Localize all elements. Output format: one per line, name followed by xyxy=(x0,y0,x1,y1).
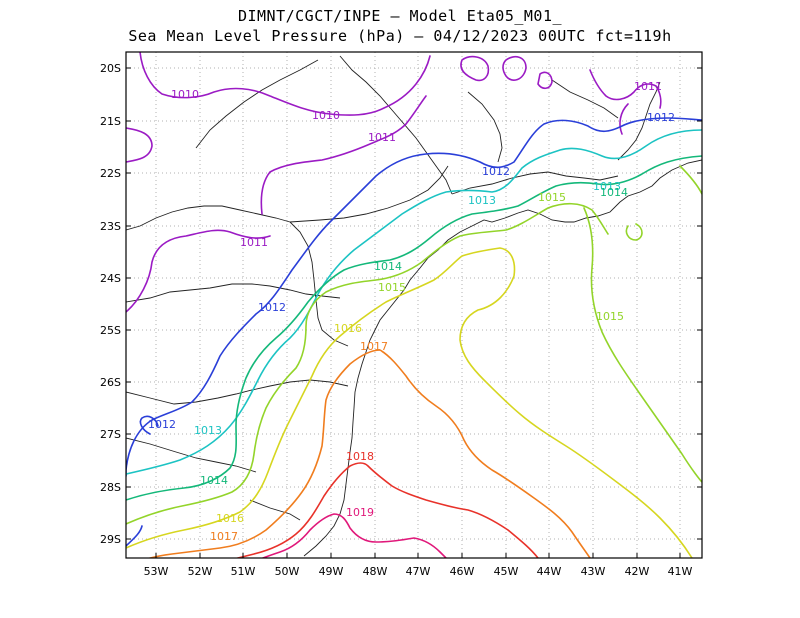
lon-tick-label: 41W xyxy=(668,565,693,578)
map-frame xyxy=(125,51,703,559)
lat-tick-label: 25S xyxy=(100,324,121,337)
contour-label: 1013 xyxy=(593,180,621,193)
state-border-7 xyxy=(339,55,453,195)
contour-label: 1015 xyxy=(538,191,566,204)
contour-label: 1010 xyxy=(171,88,199,101)
state-border-11 xyxy=(126,437,257,473)
contour-label: 1012 xyxy=(647,111,675,124)
isobar-1014-a xyxy=(126,155,702,501)
contour-labels: 1010 1010 1011 1011 1011 1012 1012 1012 … xyxy=(148,80,675,543)
isobar-1019-a xyxy=(260,513,447,558)
lat-tick-label: 20S xyxy=(100,62,121,75)
title-line-1: DIMNT/CGCT/INPE – Model Eta05_M01_ xyxy=(237,7,563,25)
lon-tick-label: 48W xyxy=(363,565,388,578)
contour-label: 1016 xyxy=(216,512,244,525)
contour-label: 1011 xyxy=(368,131,396,144)
contour-label: 1014 xyxy=(200,474,228,487)
lon-tick-label: 44W xyxy=(537,565,562,578)
lat-tick-label: 22S xyxy=(100,167,121,180)
state-border-6 xyxy=(195,59,319,149)
state-border-4 xyxy=(126,205,291,231)
lat-tick-label: 23S xyxy=(100,220,121,233)
isobar-1010-b xyxy=(126,127,153,163)
lat-tick-label: 29S xyxy=(100,533,121,546)
contour-label: 1011 xyxy=(634,80,662,93)
contour-label: 1013 xyxy=(468,194,496,207)
contour-label: 1011 xyxy=(240,236,268,249)
tick-marks xyxy=(126,67,702,558)
coast-main xyxy=(303,159,702,557)
isobar-1013-a xyxy=(126,129,702,475)
contour-label: 1018 xyxy=(346,450,374,463)
lat-axis: 20S 21S 22S 23S 24S 25S 26S 27S 28S 29S xyxy=(100,62,121,546)
isobar-1011-b xyxy=(260,95,427,215)
lon-tick-label: 45W xyxy=(494,565,519,578)
isobar-1012-b xyxy=(126,525,143,547)
contour-label: 1019 xyxy=(346,506,374,519)
state-border-10 xyxy=(249,499,301,521)
lon-tick-label: 43W xyxy=(581,565,606,578)
contour-label: 1012 xyxy=(482,165,510,178)
lon-tick-label: 51W xyxy=(231,565,256,578)
state-border-5 xyxy=(289,165,449,223)
lon-tick-label: 50W xyxy=(275,565,300,578)
title-line-2: Sea Mean Level Pressure (hPa) – 04/12/20… xyxy=(128,27,672,45)
contour-label: 1014 xyxy=(600,186,628,199)
lat-tick-label: 21S xyxy=(100,115,121,128)
isobar-1015-a xyxy=(126,202,609,525)
isobar-1015-b xyxy=(583,207,702,483)
isobar-1011-c xyxy=(460,55,490,82)
lat-tick-label: 28S xyxy=(100,481,121,494)
coastline xyxy=(126,55,702,557)
isobar-1011-a xyxy=(126,229,271,313)
state-border-1 xyxy=(126,379,349,405)
isobar-1011-d xyxy=(502,55,527,81)
contour-label: 1017 xyxy=(210,530,238,543)
contour-label: 1015 xyxy=(596,310,624,323)
contour-label: 1012 xyxy=(258,301,286,314)
contour-label: 1012 xyxy=(148,418,176,431)
lon-tick-label: 53W xyxy=(144,565,169,578)
isobar-1010-a xyxy=(139,52,431,116)
isobar-1015-d xyxy=(625,223,643,241)
contour-label: 1016 xyxy=(334,322,362,335)
lon-tick-label: 52W xyxy=(188,565,213,578)
lon-tick-label: 49W xyxy=(319,565,344,578)
isobar-1012-c xyxy=(139,415,159,435)
isobar-1012-a xyxy=(126,117,702,477)
isobar-1017-a xyxy=(147,349,591,558)
grid xyxy=(126,52,702,558)
lat-tick-label: 27S xyxy=(100,428,121,441)
isobar-1016-a xyxy=(126,247,693,558)
contour-label: 1014 xyxy=(374,260,402,273)
contour-label: 1015 xyxy=(378,281,406,294)
isobar-1011-e xyxy=(537,71,553,90)
state-border-8 xyxy=(451,171,619,195)
contour-label: 1010 xyxy=(312,109,340,122)
contour-label: 1017 xyxy=(360,340,388,353)
isobars xyxy=(126,52,702,558)
isobar-1011-g xyxy=(619,103,629,135)
isobar-1011-f xyxy=(589,69,662,109)
lon-tick-label: 47W xyxy=(406,565,431,578)
isobar-1018-a xyxy=(234,462,539,558)
isobar-1015-c xyxy=(679,165,702,195)
lon-tick-label: 42W xyxy=(625,565,650,578)
state-border-9 xyxy=(467,91,503,163)
state-border-12 xyxy=(551,79,619,119)
state-border-2 xyxy=(126,283,341,303)
lon-tick-label: 46W xyxy=(450,565,475,578)
lat-tick-label: 24S xyxy=(100,272,121,285)
state-border-3 xyxy=(289,221,349,347)
lat-tick-label: 26S xyxy=(100,376,121,389)
coast-north xyxy=(617,81,661,161)
contour-label: 1013 xyxy=(194,424,222,437)
lon-axis: 53W 52W 51W 50W 49W 48W 47W 46W 45W 44W … xyxy=(144,565,693,578)
